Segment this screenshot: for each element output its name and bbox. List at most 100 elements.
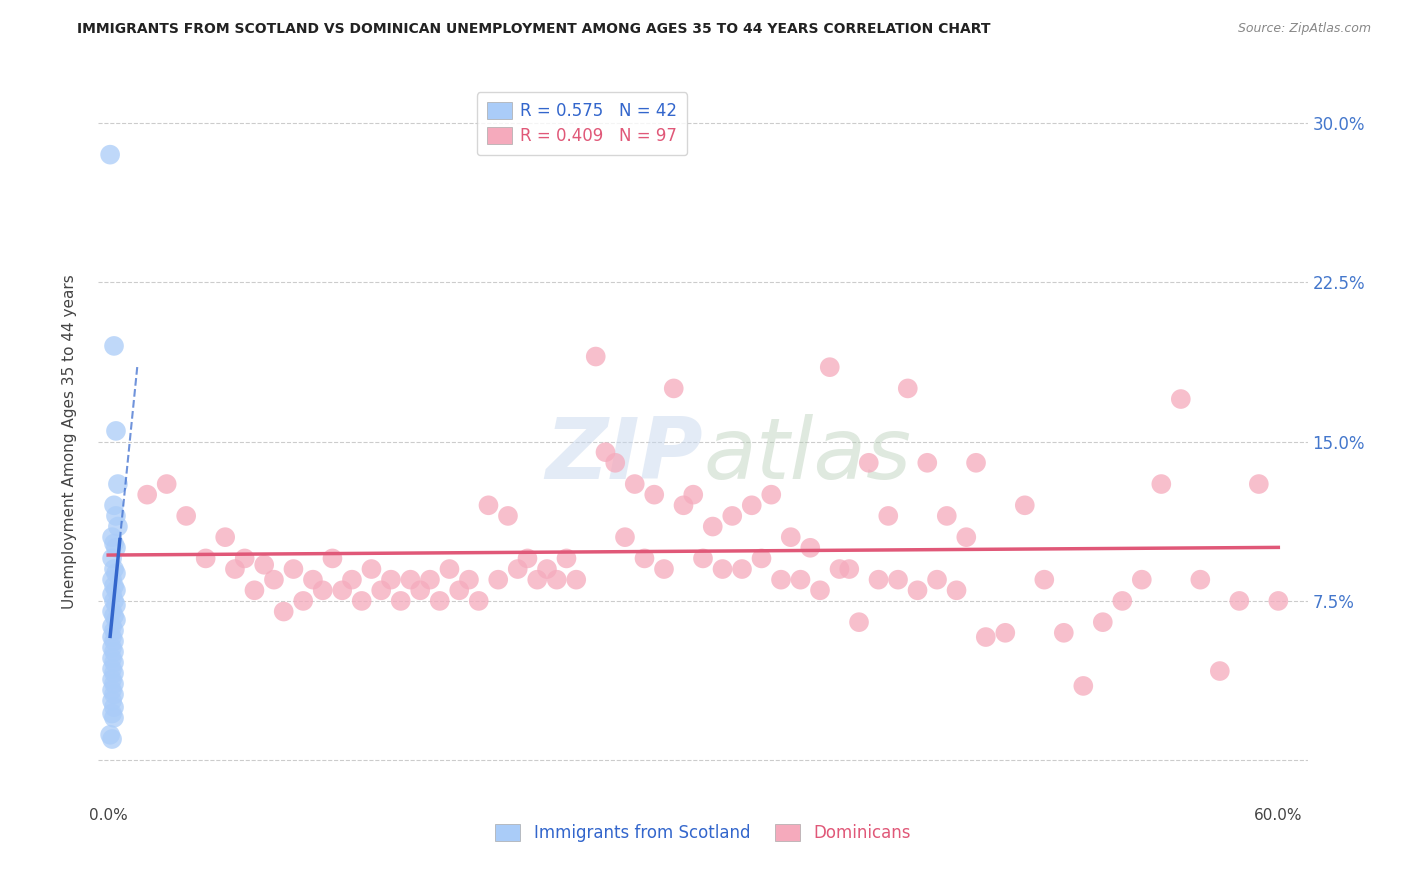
Point	[103, 562, 125, 576]
Point	[945, 583, 967, 598]
Text: IMMIGRANTS FROM SCOTLAND VS DOMINICAN UNEMPLOYMENT AMONG AGES 35 TO 44 YEARS COR: IMMIGRANTS FROM SCOTLAND VS DOMINICAN UN…	[77, 22, 991, 37]
Point	[101, 651, 124, 665]
Point	[1209, 664, 1232, 678]
Point	[614, 530, 637, 544]
Point	[380, 573, 402, 587]
Point	[439, 562, 461, 576]
Point	[103, 634, 125, 648]
Point	[103, 677, 125, 691]
Point	[330, 583, 353, 598]
Point	[1189, 573, 1212, 587]
Point	[1227, 594, 1250, 608]
Point	[104, 566, 127, 581]
Point	[101, 573, 124, 587]
Point	[1053, 625, 1076, 640]
Text: atlas: atlas	[703, 415, 911, 498]
Point	[1150, 477, 1173, 491]
Point	[917, 456, 939, 470]
Point	[370, 583, 392, 598]
Point	[477, 498, 499, 512]
Point	[536, 562, 558, 576]
Point	[103, 700, 125, 714]
Point	[104, 541, 127, 555]
Point	[104, 424, 127, 438]
Point	[1014, 498, 1036, 512]
Point	[273, 605, 295, 619]
Point	[595, 445, 617, 459]
Point	[526, 573, 548, 587]
Point	[516, 551, 538, 566]
Point	[103, 339, 125, 353]
Point	[458, 573, 481, 587]
Point	[214, 530, 236, 544]
Point	[233, 551, 256, 566]
Point	[103, 666, 125, 681]
Point	[101, 640, 124, 655]
Point	[1170, 392, 1192, 406]
Point	[1267, 594, 1289, 608]
Point	[283, 562, 305, 576]
Point	[692, 551, 714, 566]
Point	[399, 573, 422, 587]
Point	[101, 605, 124, 619]
Point	[103, 536, 125, 550]
Point	[101, 706, 124, 721]
Point	[101, 662, 124, 676]
Point	[103, 498, 125, 512]
Point	[672, 498, 695, 512]
Point	[1247, 477, 1270, 491]
Point	[103, 579, 125, 593]
Point	[994, 625, 1017, 640]
Point	[101, 673, 124, 687]
Point	[467, 594, 489, 608]
Point	[633, 551, 655, 566]
Point	[136, 488, 159, 502]
Point	[302, 573, 325, 587]
Point	[731, 562, 754, 576]
Point	[107, 519, 129, 533]
Point	[101, 694, 124, 708]
Point	[292, 594, 315, 608]
Point	[263, 573, 285, 587]
Point	[662, 381, 685, 395]
Point	[101, 551, 124, 566]
Point	[1091, 615, 1114, 630]
Point	[877, 508, 900, 523]
Point	[104, 598, 127, 612]
Point	[496, 508, 519, 523]
Text: Source: ZipAtlas.com: Source: ZipAtlas.com	[1237, 22, 1371, 36]
Point	[506, 562, 529, 576]
Point	[449, 583, 471, 598]
Point	[101, 619, 124, 633]
Text: ZIP: ZIP	[546, 415, 703, 498]
Point	[174, 508, 197, 523]
Point	[955, 530, 977, 544]
Point	[429, 594, 451, 608]
Point	[974, 630, 997, 644]
Point	[887, 573, 910, 587]
Point	[848, 615, 870, 630]
Point	[103, 608, 125, 623]
Point	[104, 613, 127, 627]
Point	[243, 583, 266, 598]
Point	[350, 594, 373, 608]
Point	[101, 530, 124, 544]
Point	[409, 583, 432, 598]
Point	[101, 683, 124, 698]
Y-axis label: Unemployment Among Ages 35 to 44 years: Unemployment Among Ages 35 to 44 years	[62, 274, 77, 609]
Legend: Immigrants from Scotland, Dominicans: Immigrants from Scotland, Dominicans	[488, 817, 918, 848]
Point	[194, 551, 217, 566]
Point	[789, 573, 811, 587]
Point	[107, 477, 129, 491]
Point	[643, 488, 665, 502]
Point	[652, 562, 675, 576]
Point	[935, 508, 957, 523]
Point	[419, 573, 441, 587]
Point	[585, 350, 607, 364]
Point	[104, 583, 127, 598]
Point	[702, 519, 724, 533]
Point	[104, 508, 127, 523]
Point	[605, 456, 627, 470]
Point	[1111, 594, 1133, 608]
Point	[486, 573, 509, 587]
